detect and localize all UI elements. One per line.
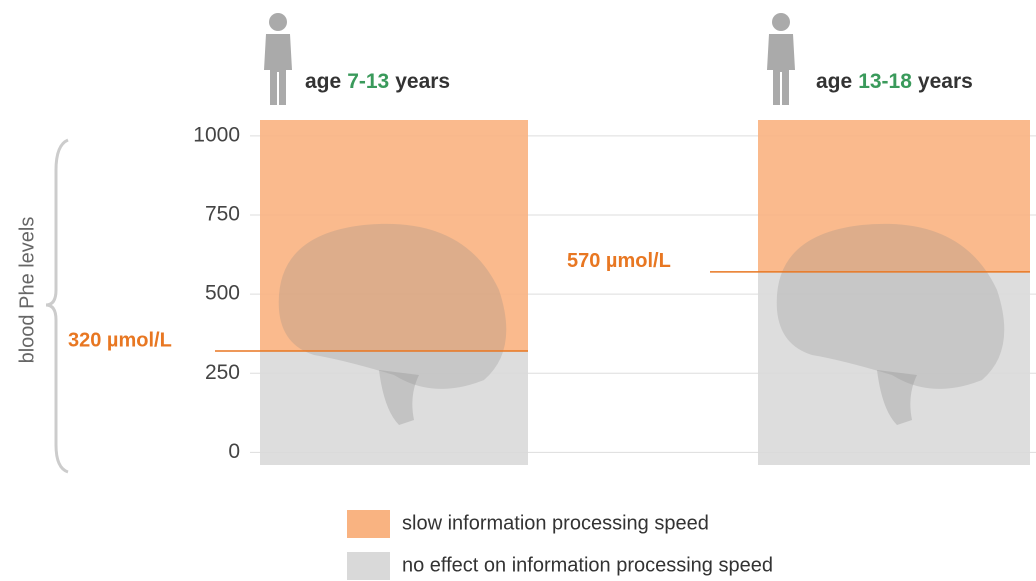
person-body xyxy=(264,34,292,105)
chart: blood Phe levels 0 250 500 750 1000 320 µmol/… xyxy=(0,0,1036,581)
category-prefix: age xyxy=(305,70,341,93)
person-head xyxy=(269,13,287,31)
y-tick-label: 500 xyxy=(205,282,240,305)
legend-label: slow information processing speed xyxy=(402,512,709,534)
person-body xyxy=(767,34,795,105)
category-label: age 13-18 years xyxy=(816,70,973,93)
person-head xyxy=(772,13,790,31)
y-axis-label: blood Phe levels xyxy=(16,217,38,364)
category-label: age 7-13 years xyxy=(305,70,450,93)
category-range: 13-18 xyxy=(858,70,912,93)
legend-swatch xyxy=(347,552,390,580)
brace xyxy=(46,140,68,472)
legend-label: no effect on information processing spee… xyxy=(402,554,773,576)
category-range: 7-13 xyxy=(347,70,389,93)
threshold-label: 570 µmol/L xyxy=(567,250,671,272)
y-tick-label: 0 xyxy=(228,440,240,463)
category-prefix: age xyxy=(816,70,852,93)
y-tick-label: 750 xyxy=(205,203,240,226)
y-tick-label: 1000 xyxy=(193,123,240,146)
category-suffix: years xyxy=(395,70,450,93)
threshold-label: 320 µmol/L xyxy=(68,329,172,351)
legend-swatch xyxy=(347,510,390,538)
category-suffix: years xyxy=(918,70,973,93)
y-tick-label: 250 xyxy=(205,361,240,384)
